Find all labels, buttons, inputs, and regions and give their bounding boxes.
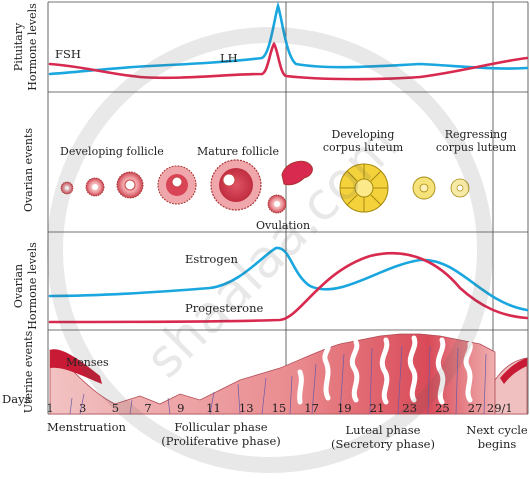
pituitary-curves [48, 1, 529, 81]
developing-corpus-luteum-label-2: corpus luteum [323, 141, 404, 154]
follicle-2 [85, 177, 105, 197]
ovarian-hormone-label-line2: Hormone levels [26, 242, 39, 330]
estrogen-curve [48, 246, 529, 312]
corpus-luteum-small [412, 176, 436, 200]
mature-follicle [210, 159, 262, 211]
day-tick-15: 15 [272, 401, 287, 415]
ovarian-events-panel-label: Ovarian events [22, 128, 35, 212]
days-axis-title: Days [2, 392, 31, 406]
day-tick-9: 9 [177, 401, 184, 415]
ovarian-hormone-label-line1: Ovarian [12, 264, 25, 308]
uterine-events-label: Uterine events [22, 330, 35, 413]
lh-label: LH [220, 51, 238, 65]
fsh-label: FSH [55, 47, 81, 61]
ovarian-hormone-curves [48, 246, 529, 324]
follicle-3 [116, 171, 144, 199]
ovulation-label: Ovulation [256, 219, 310, 232]
day-tick-29-1: 29/1 [487, 401, 513, 415]
day-tick-11: 11 [206, 401, 221, 415]
day-tick-5: 5 [112, 401, 119, 415]
pituitary-label-line1: Pituitary [12, 22, 25, 71]
next-cycle-label-2: begins [478, 437, 517, 451]
follicle-4 [157, 165, 197, 205]
day-tick-1: 1 [46, 401, 53, 415]
ovarian-hormone-panel-label: Ovarian Hormone levels [12, 242, 39, 330]
day-tick-21: 21 [370, 401, 385, 415]
menstruation-phase-label: Menstruation [47, 420, 126, 434]
phase-labels: Menstruation Follicular phase (Prolifera… [47, 420, 528, 451]
blood-vessels [69, 345, 487, 415]
fsh-curve [48, 1, 529, 76]
pituitary-panel-label: Pituitary Hormone levels [12, 3, 39, 91]
day-tick-7: 7 [144, 401, 151, 415]
day-tick-25: 25 [435, 401, 450, 415]
ovarian-events-label: Ovarian events [22, 128, 35, 212]
progesterone-label: Progesterone [185, 301, 263, 315]
luteal-phase-label: Luteal phase [346, 423, 421, 437]
follicular-phase-label: Follicular phase [174, 420, 267, 434]
day-tick-3: 3 [79, 401, 86, 415]
day-tick-23: 23 [402, 401, 417, 415]
pituitary-label-line2: Hormone levels [26, 3, 39, 91]
lh-curve [48, 41, 529, 81]
next-cycle-label-1: Next cycle [466, 423, 528, 437]
day-tick-27: 27 [468, 401, 483, 415]
day-tick-17: 17 [304, 401, 319, 415]
day-tick-13: 13 [239, 401, 254, 415]
day-tick-19: 19 [337, 401, 352, 415]
follicle-stages [60, 159, 470, 214]
regressing-corpus-luteum [450, 178, 470, 198]
follicle-1 [60, 181, 74, 195]
developing-corpus-luteum-label-1: Developing [332, 128, 395, 141]
developing-corpus-luteum [339, 163, 389, 213]
mature-follicle-label: Mature follicle [197, 145, 279, 158]
days-axis-ticks: 1 3 5 7 9 11 13 15 17 19 21 23 25 27 29/1 [46, 401, 512, 415]
uterine-events-panel-label: Uterine events [22, 330, 35, 413]
regressing-corpus-luteum-label-2: corpus luteum [436, 141, 517, 154]
regressing-corpus-luteum-label-1: Regressing [445, 128, 508, 141]
secretory-phase-label: (Secretory phase) [331, 437, 435, 451]
endometrial-glands [297, 335, 473, 405]
proliferative-phase-label: (Proliferative phase) [161, 434, 281, 448]
developing-follicle-label: Developing follicle [60, 145, 164, 158]
estrogen-label: Estrogen [185, 252, 239, 266]
uterine-lining [49, 333, 528, 415]
progesterone-curve [48, 251, 529, 324]
ruptured-follicle [267, 160, 313, 214]
menses-label: Menses [66, 356, 109, 369]
